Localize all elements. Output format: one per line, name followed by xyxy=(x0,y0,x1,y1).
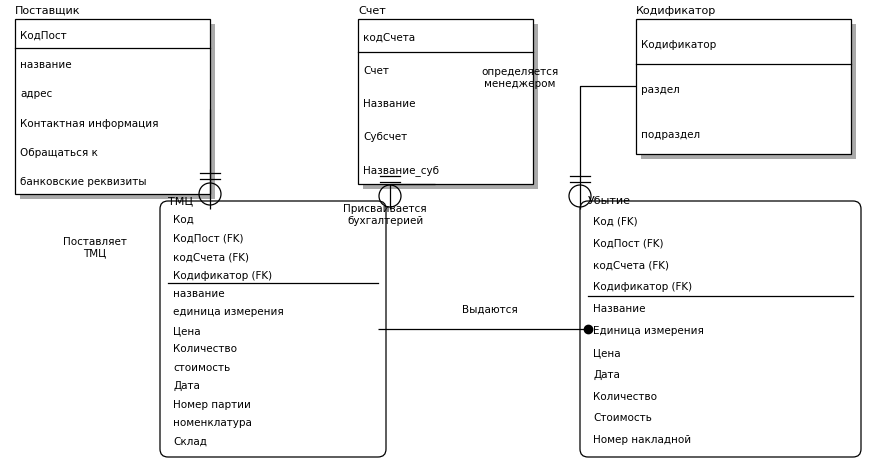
Text: кодСчета: кодСчета xyxy=(363,33,415,43)
Text: раздел: раздел xyxy=(641,85,680,94)
Polygon shape xyxy=(15,20,210,194)
FancyBboxPatch shape xyxy=(160,201,386,457)
Polygon shape xyxy=(363,25,538,189)
Text: КодПост: КодПост xyxy=(20,31,67,41)
Text: банковские реквизиты: банковские реквизиты xyxy=(20,176,146,187)
Text: Единица измерения: Единица измерения xyxy=(593,325,704,335)
Text: Количество: Количество xyxy=(173,344,237,354)
Text: Кодификатор: Кодификатор xyxy=(641,40,717,50)
Polygon shape xyxy=(641,25,856,160)
Polygon shape xyxy=(20,25,215,200)
Text: Склад: Склад xyxy=(173,436,207,446)
Text: кодСчета (FK): кодСчета (FK) xyxy=(593,260,669,270)
Text: Обращаться к: Обращаться к xyxy=(20,147,98,157)
FancyBboxPatch shape xyxy=(580,201,861,457)
Text: Название: Название xyxy=(363,99,415,109)
Text: Название: Название xyxy=(593,304,646,313)
Text: Кодификатор: Кодификатор xyxy=(636,6,717,16)
Text: название: название xyxy=(20,60,72,70)
Text: Номер накладной: Номер накладной xyxy=(593,434,691,444)
Text: Убытие: Убытие xyxy=(588,195,631,206)
Text: Счет: Счет xyxy=(363,66,389,76)
Text: Счет: Счет xyxy=(358,6,385,16)
Polygon shape xyxy=(636,20,851,155)
Text: номенклатура: номенклатура xyxy=(173,417,252,427)
Text: единица измерения: единица измерения xyxy=(173,307,284,317)
Text: Кодификатор (FK): Кодификатор (FK) xyxy=(593,282,692,292)
Text: Номер партии: Номер партии xyxy=(173,399,251,409)
Text: стоимость: стоимость xyxy=(173,362,230,372)
Text: адрес: адрес xyxy=(20,89,53,99)
Text: Дата: Дата xyxy=(173,381,200,390)
Text: название: название xyxy=(173,288,224,298)
Text: ТМЦ: ТМЦ xyxy=(168,195,193,206)
Polygon shape xyxy=(358,20,533,185)
Text: Стоимость: Стоимость xyxy=(593,413,652,422)
Text: определяется
менеджером: определяется менеджером xyxy=(482,67,559,88)
Text: Поставляет
ТМЦ: Поставляет ТМЦ xyxy=(63,237,127,258)
Text: Дата: Дата xyxy=(593,369,620,379)
Text: подраздел: подраздел xyxy=(641,130,700,139)
Text: кодСчета (FK): кодСчета (FK) xyxy=(173,251,249,262)
Text: Субсчет: Субсчет xyxy=(363,132,407,142)
Text: Код: Код xyxy=(173,215,194,225)
Text: КодПост (FK): КодПост (FK) xyxy=(173,233,244,243)
Text: Поставщик: Поставщик xyxy=(15,6,81,16)
Text: Выдаются: Выдаются xyxy=(463,304,518,314)
Text: Название_суб: Название_суб xyxy=(363,164,439,175)
Text: Контактная информация: Контактная информация xyxy=(20,118,159,128)
Text: Кодификатор (FK): Кодификатор (FK) xyxy=(173,270,272,280)
Text: Код (FK): Код (FK) xyxy=(593,217,638,226)
Text: Цена: Цена xyxy=(593,347,620,357)
Text: КодПост (FK): КодПост (FK) xyxy=(593,238,663,248)
Text: Количество: Количество xyxy=(593,391,657,400)
Text: Цена: Цена xyxy=(173,325,201,335)
Text: Присваивается
бухгалтерией: Присваивается бухгалтерией xyxy=(343,204,427,225)
